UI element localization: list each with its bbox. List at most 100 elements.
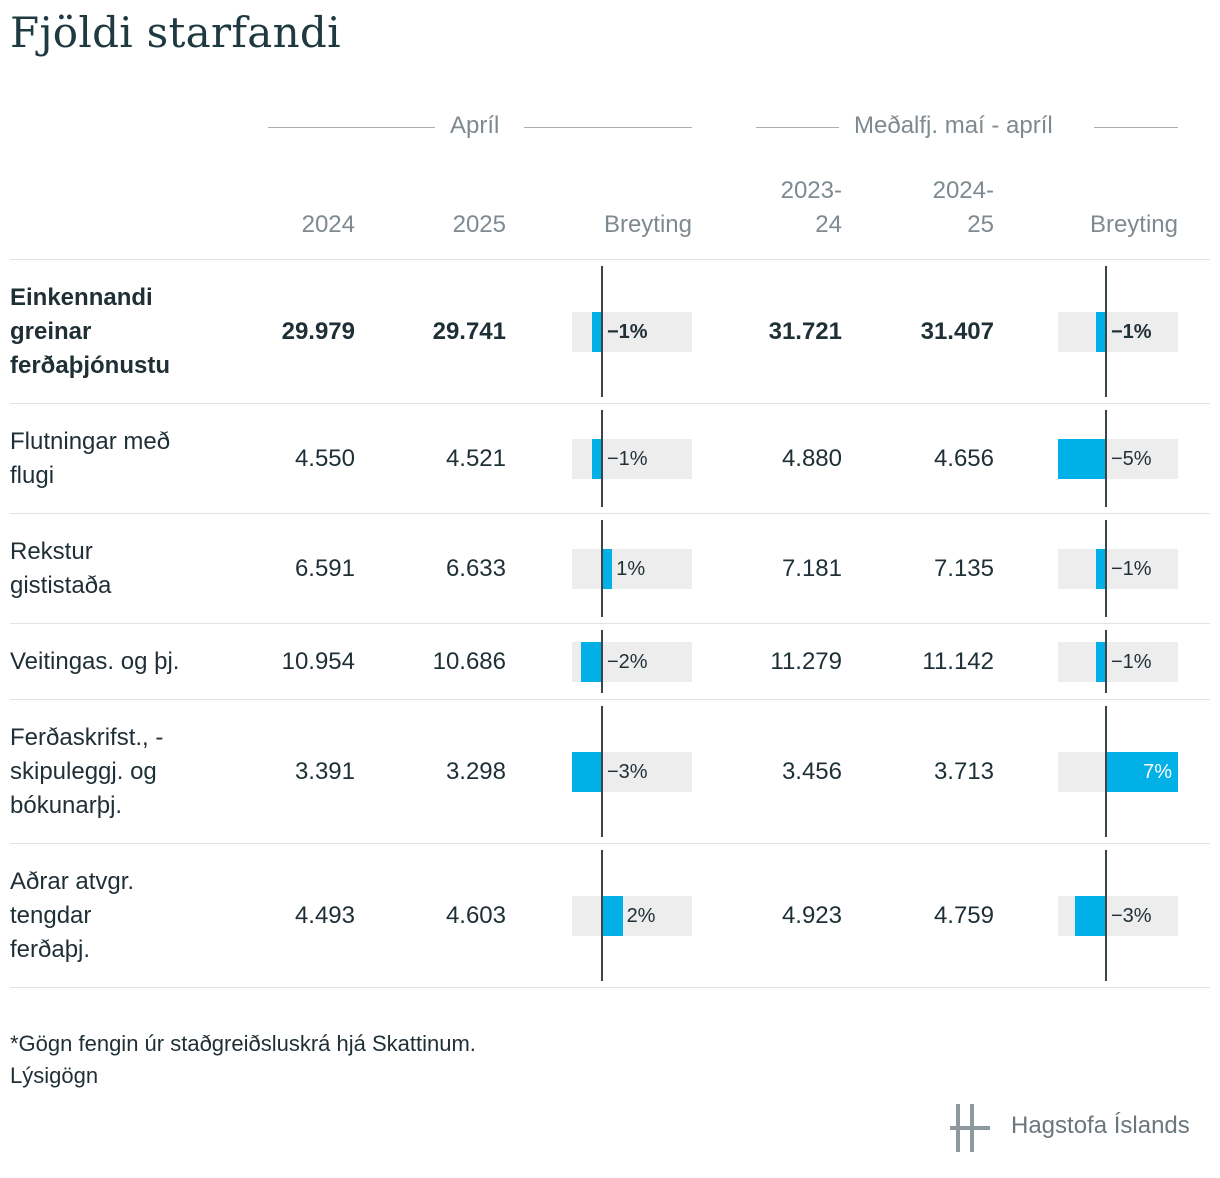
row-label-line: bókunarþj.	[10, 791, 123, 819]
cell-avg-2024-25: 4.656	[933, 444, 994, 472]
change-bar-track: −1%	[572, 311, 692, 352]
change-label: −2%	[607, 650, 648, 673]
change-bar-track: 7%	[1058, 751, 1178, 792]
change-bar	[1095, 548, 1106, 589]
change-bar-track: −5%	[1058, 438, 1178, 479]
hagstofa-logo-icon	[950, 1104, 990, 1152]
cell-avg-2023-24: 11.279	[770, 647, 842, 675]
logo-text: Hagstofa Íslands	[1011, 1112, 1190, 1139]
change-bar-track: −1%	[1058, 641, 1178, 682]
change-label: 2%	[626, 904, 656, 927]
change-bar	[1106, 751, 1178, 792]
row-label: Veitingas. og þj.	[10, 645, 240, 679]
change-bar	[1058, 438, 1106, 479]
cell-apr-2025: 3.298	[445, 757, 506, 785]
col-header-change-april: Breyting	[603, 211, 692, 238]
row-separator	[10, 843, 1210, 844]
col-header-2023-24-line1: 2023-	[780, 177, 842, 204]
row-label-line: greinar	[10, 317, 92, 345]
group-line-avg-left	[756, 127, 839, 128]
change-bar-track: −2%	[572, 641, 692, 682]
change-bar	[602, 895, 623, 936]
row-label-line: Veitingas. og þj.	[10, 647, 180, 675]
cell-apr-2025: 10.686	[432, 647, 506, 675]
cell-apr-2024: 4.493	[294, 901, 355, 929]
change-bar	[581, 641, 602, 682]
cell-apr-2025: 4.603	[445, 901, 506, 929]
row-separator	[10, 513, 1210, 514]
change-axis-line	[601, 850, 603, 981]
chart-title: Fjöldi starfandi	[10, 8, 341, 57]
cell-avg-2024-25: 31.407	[920, 317, 994, 345]
change-label: −3%	[1111, 904, 1152, 927]
change-axis-line	[1105, 410, 1107, 507]
metadata-link[interactable]: Lýsigögn	[10, 1063, 99, 1088]
col-header-change-average: Breyting	[1089, 211, 1178, 238]
change-bar	[591, 311, 602, 352]
cell-avg-2023-24: 4.923	[781, 901, 842, 929]
change-label: −1%	[1111, 650, 1152, 673]
change-bar	[602, 548, 613, 589]
cell-apr-2025: 29.741	[432, 317, 506, 345]
row-label-line: Einkennandi	[10, 283, 153, 311]
cell-apr-2024: 29.979	[281, 317, 355, 345]
change-label: −1%	[1111, 320, 1152, 343]
cell-avg-2024-25: 3.713	[933, 757, 994, 785]
cell-avg-2023-24: 7.181	[781, 554, 842, 582]
col-header-2024-25-line2: 25	[967, 211, 994, 238]
change-axis-line	[601, 410, 603, 507]
row-separator	[10, 623, 1210, 624]
group-line-april-right	[524, 127, 692, 128]
change-bar	[1075, 895, 1106, 936]
row-separator	[10, 259, 1210, 260]
cell-apr-2024: 4.550	[294, 444, 355, 472]
cell-avg-2024-25: 11.142	[922, 647, 994, 675]
cell-apr-2024: 3.391	[294, 757, 355, 785]
change-axis-line	[1105, 850, 1107, 981]
cell-apr-2025: 4.521	[445, 444, 506, 472]
row-label-line: skipuleggj. og	[10, 757, 157, 785]
change-label: −3%	[607, 760, 648, 783]
row-label-line: Aðrar atvgr.	[10, 867, 135, 895]
change-bar-track: 2%	[572, 895, 692, 936]
change-axis-line	[601, 266, 603, 397]
row-separator	[10, 403, 1210, 404]
col-header-2024-25: 2024- 25	[854, 174, 994, 242]
cell-apr-2024: 10.954	[281, 647, 355, 675]
change-bar-track: −3%	[1058, 895, 1178, 936]
change-label: −1%	[1111, 557, 1152, 580]
group-line-avg-right	[1094, 127, 1178, 128]
change-axis-line	[1105, 520, 1107, 617]
change-label: 1%	[616, 557, 646, 580]
group-line-april-left	[268, 127, 435, 128]
footnote: *Gögn fengin úr staðgreiðsluskrá hjá Ska…	[10, 1031, 476, 1056]
row-label-line: Flutningar með	[10, 427, 171, 455]
change-bar	[1095, 311, 1106, 352]
cell-avg-2023-24: 31.721	[768, 317, 842, 345]
row-label: Aðrar atvgr. tengdar ferðaþj.	[10, 865, 240, 967]
change-label: −5%	[1111, 447, 1152, 470]
col-header-2024-25-line1: 2024-	[932, 177, 994, 204]
row-label-line: ferðaþjónustu	[10, 351, 170, 379]
change-bar	[572, 751, 602, 792]
cell-avg-2023-24: 3.456	[781, 757, 842, 785]
change-bar	[1095, 641, 1106, 682]
col-header-2025: 2025	[452, 211, 506, 238]
cell-apr-2024: 6.591	[294, 554, 355, 582]
change-bar-track: −1%	[1058, 311, 1178, 352]
change-bar-track: 1%	[572, 548, 692, 589]
change-axis-line	[601, 520, 603, 617]
row-label-line: gististaða	[10, 571, 112, 599]
col-header-2023-24: 2023- 24	[702, 174, 842, 242]
group-label-average: Meðalfj. maí - apríl	[854, 112, 1053, 139]
row-label: Einkennandi greinar ferðaþjónustu	[10, 281, 240, 383]
row-separator	[10, 699, 1210, 700]
change-axis-line	[601, 706, 603, 837]
row-label: Ferðaskrifst., - skipuleggj. og bókunarþj.	[10, 721, 240, 823]
row-label-line: flugi	[10, 461, 55, 489]
change-label: −1%	[607, 320, 648, 343]
cell-apr-2025: 6.633	[445, 554, 506, 582]
group-label-april: Apríl	[450, 112, 500, 139]
change-axis-line	[1105, 706, 1107, 837]
cell-avg-2023-24: 4.880	[781, 444, 842, 472]
